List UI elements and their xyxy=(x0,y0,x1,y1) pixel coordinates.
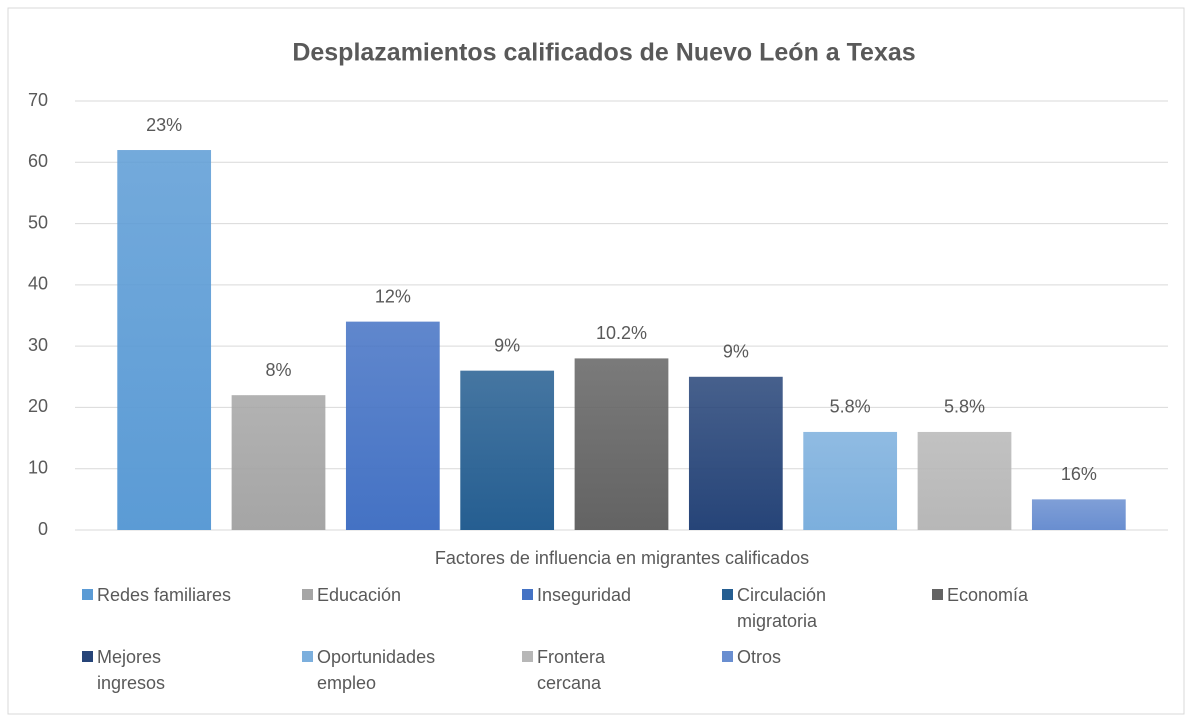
legend-swatch xyxy=(522,651,533,662)
bar xyxy=(574,358,669,530)
bar xyxy=(917,431,1012,530)
x-axis-label: Factores de influencia en migrantes cali… xyxy=(435,548,809,568)
y-tick-label: 70 xyxy=(28,90,48,110)
y-tick-label: 20 xyxy=(28,396,48,416)
bar-annotation: 8% xyxy=(265,360,291,380)
legend-swatch xyxy=(82,589,93,600)
legend-label: Mejores ingresos xyxy=(97,647,166,693)
y-tick-label: 60 xyxy=(28,151,48,171)
legend-swatch xyxy=(722,651,733,662)
y-tick-label: 50 xyxy=(28,212,48,232)
y-tick-label: 30 xyxy=(28,335,48,355)
legend-swatch xyxy=(82,651,93,662)
bar-annotation: 9% xyxy=(494,335,520,355)
bar-annotation: 23% xyxy=(146,115,182,135)
legend-swatch xyxy=(302,589,313,600)
bar xyxy=(117,150,212,530)
legend-label: Economía xyxy=(947,585,1029,605)
y-tick-label: 40 xyxy=(28,274,48,294)
legend-label: Otros xyxy=(737,647,782,667)
bar xyxy=(345,321,440,530)
bar xyxy=(231,395,326,530)
legend-label: Redes familiares xyxy=(97,585,232,605)
bar xyxy=(803,431,898,530)
bar xyxy=(1031,499,1126,530)
legend-label: Inseguridad xyxy=(537,585,632,605)
legend-swatch xyxy=(932,589,943,600)
y-tick-label: 0 xyxy=(38,519,48,539)
chart-title: Desplazamientos calificados de Nuevo Leó… xyxy=(292,39,915,67)
bar-annotation: 5.8% xyxy=(830,397,871,417)
legend-label: Oportunidades empleo xyxy=(317,647,436,693)
legend-label: Educación xyxy=(317,585,402,605)
bar-annotation: 16% xyxy=(1061,464,1097,484)
legend-swatch xyxy=(722,589,733,600)
bar-annotation: 12% xyxy=(375,286,411,306)
y-tick-label: 10 xyxy=(28,457,48,477)
bar-annotation: 9% xyxy=(723,342,749,362)
bar-annotation: 10.2% xyxy=(596,323,647,343)
bar xyxy=(688,376,783,530)
legend-swatch xyxy=(522,589,533,600)
legend-label: Circulación migratoria xyxy=(737,585,827,631)
bar-annotation: 5.8% xyxy=(944,397,985,417)
bar xyxy=(460,370,555,530)
legend-label: Frontera cercana xyxy=(537,647,606,693)
legend-swatch xyxy=(302,651,313,662)
